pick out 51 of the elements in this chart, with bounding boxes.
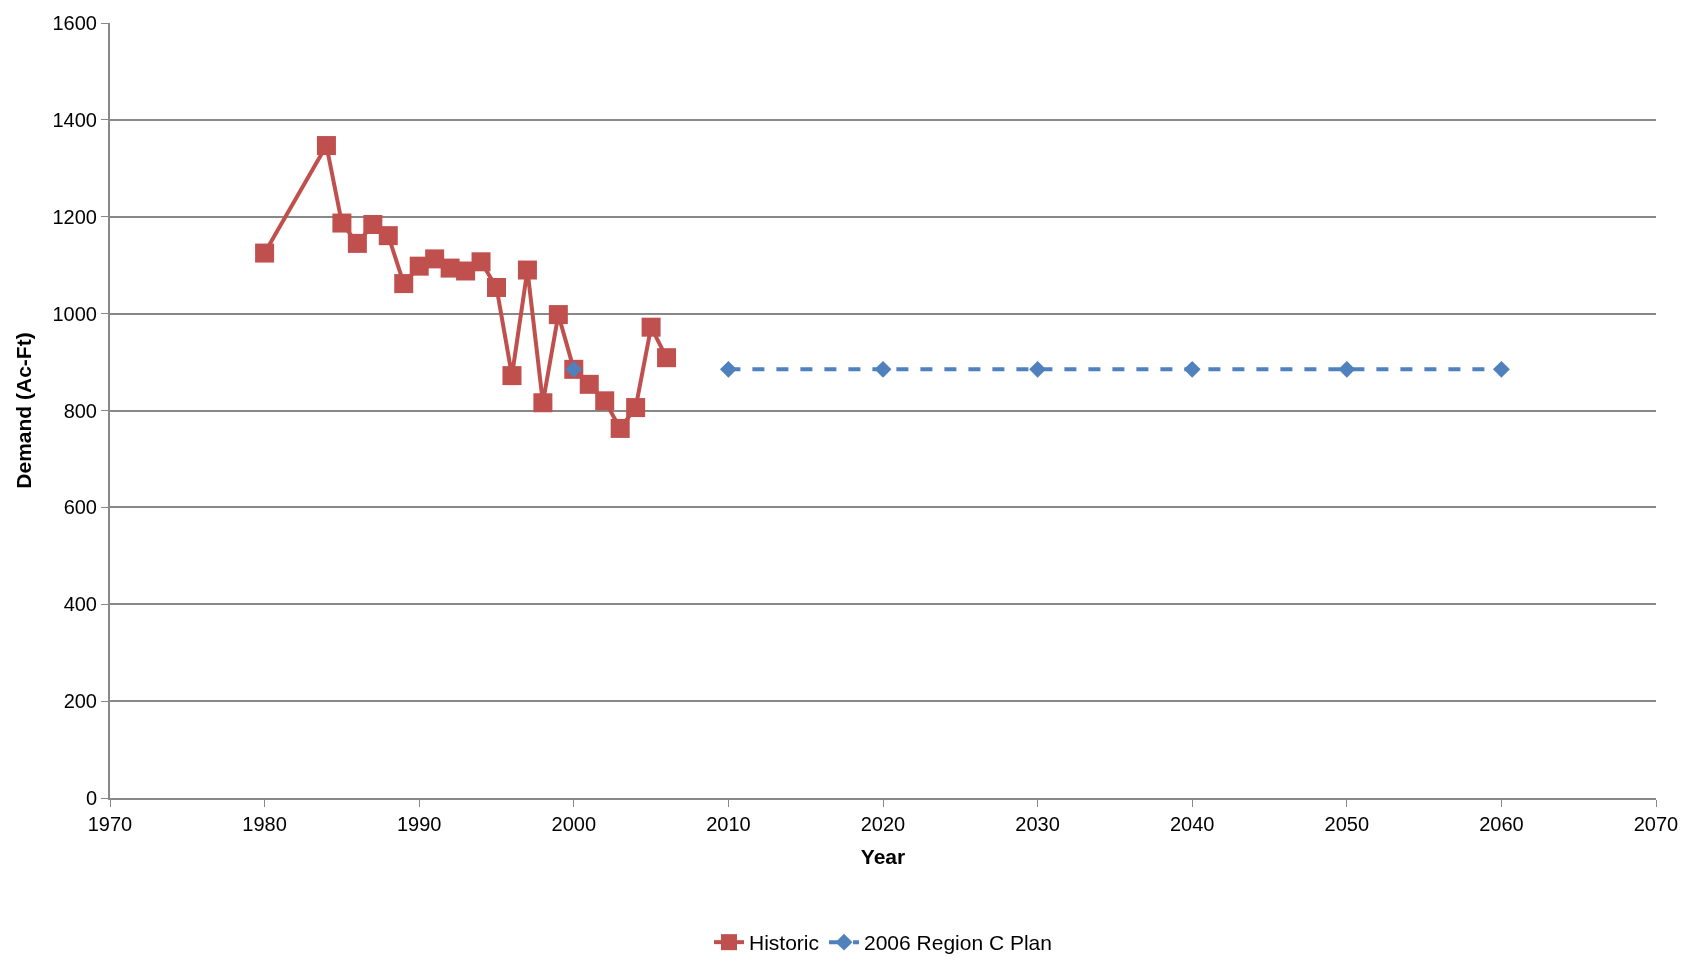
point (347, 233, 367, 253)
y-tick-label: 600 (63, 496, 97, 519)
y-tick-label: 1000 (52, 302, 97, 325)
point (316, 136, 336, 156)
x-tick-label: 2030 (1015, 813, 1060, 835)
x-tick-label: 2050 (1324, 813, 1370, 835)
x-tick-label: 2020 (860, 813, 906, 835)
x-tick-label: 2040 (1169, 813, 1215, 835)
y-tick-label: 1600 (52, 12, 97, 34)
point (595, 391, 615, 411)
x-tick-label: 2070 (1633, 813, 1679, 835)
point (657, 348, 677, 368)
point (456, 261, 476, 281)
point (363, 215, 383, 234)
point (487, 277, 506, 297)
point (394, 274, 414, 294)
legend-label: 2006 Region C Plan (864, 931, 1052, 955)
point (378, 226, 398, 246)
y-tick-label: 400 (63, 593, 97, 616)
x-axis-title: Year (860, 844, 906, 868)
point (471, 252, 491, 272)
point (626, 398, 646, 418)
point (610, 418, 630, 438)
x-tick-label: 1970 (87, 813, 133, 835)
point (1338, 360, 1356, 378)
y-axis-title: Demand (Ac-Ft) (12, 332, 36, 489)
y-tick-label: 1400 (52, 108, 97, 131)
x-tick-label: 2010 (706, 813, 751, 835)
point (719, 360, 737, 378)
point (533, 393, 553, 413)
point (1492, 360, 1510, 378)
y-tick-label: 200 (63, 690, 97, 713)
x-tick-label: 2060 (1479, 813, 1524, 835)
y-tick-label: 0 (85, 787, 97, 809)
x-tick-label: 2000 (551, 813, 597, 835)
point (579, 374, 599, 394)
y-tick-label: 1200 (52, 205, 97, 228)
point (874, 360, 892, 378)
point (517, 260, 537, 280)
y-tick-label: 800 (63, 399, 97, 422)
point (255, 243, 275, 263)
point (425, 249, 445, 269)
x-tick-label: 1990 (396, 813, 442, 835)
point (1183, 360, 1201, 378)
point (548, 305, 568, 325)
legend-label: Historic (749, 931, 820, 955)
point (502, 366, 522, 386)
x-tick-label: 1980 (242, 813, 287, 835)
point (1029, 360, 1047, 378)
point (641, 317, 661, 337)
point (332, 213, 352, 233)
